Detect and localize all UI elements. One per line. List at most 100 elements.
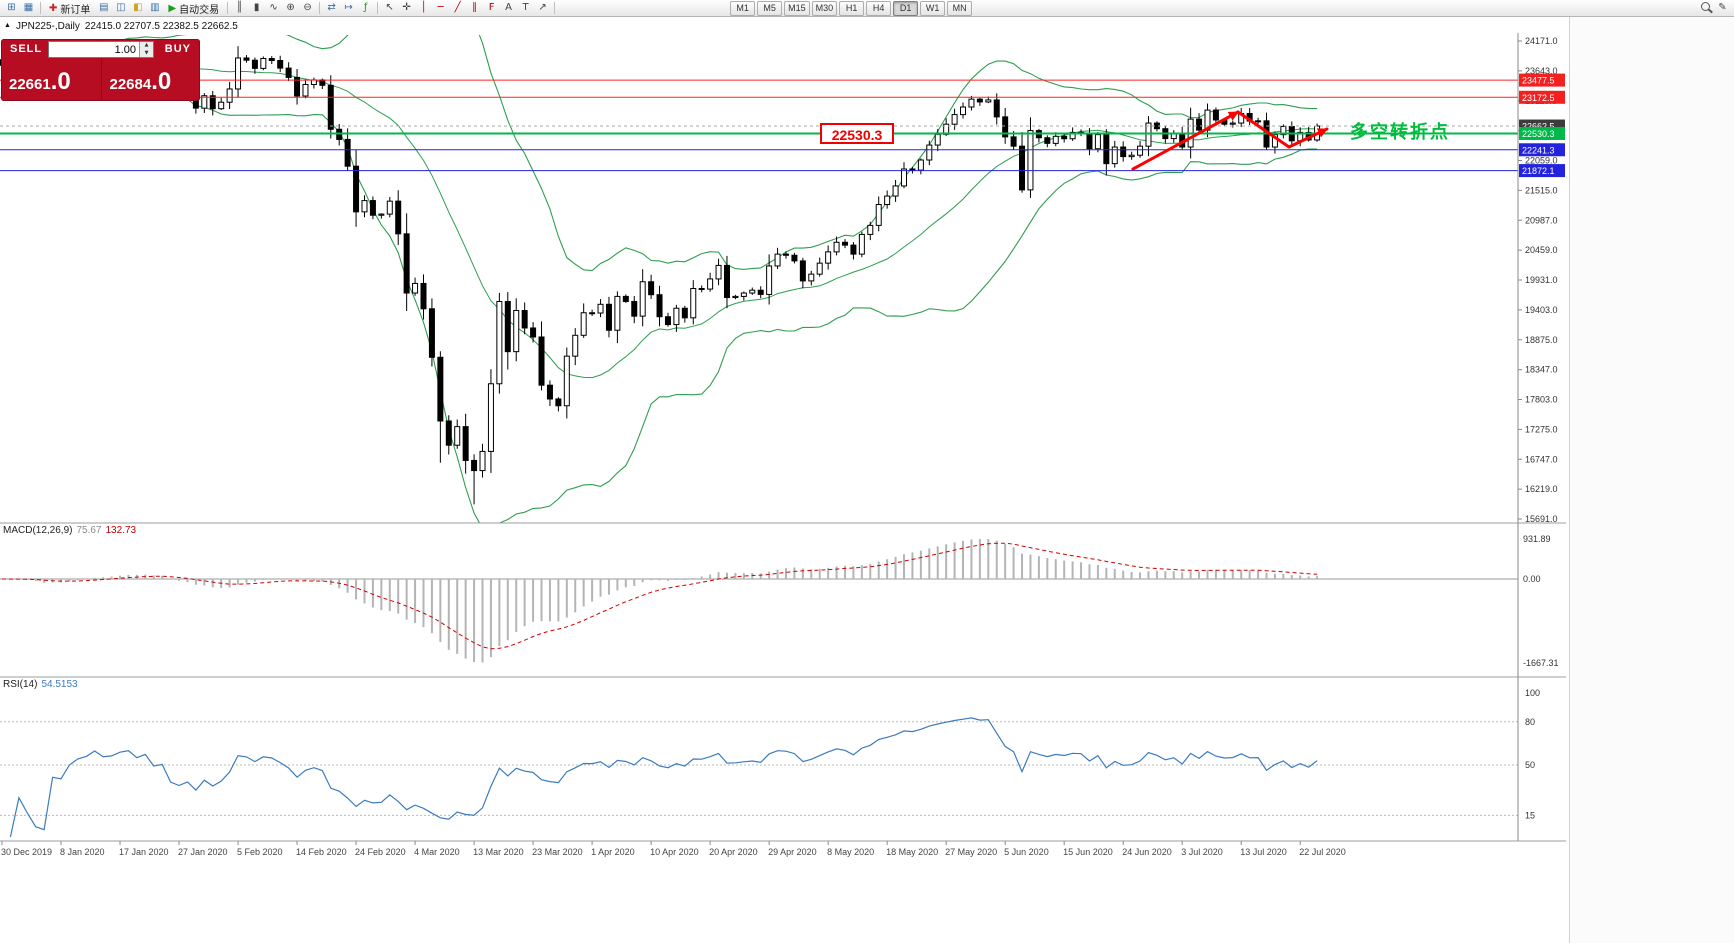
price-badge-22530.3: 22530.3 bbox=[1519, 126, 1565, 140]
fibonacci-icon[interactable]: F bbox=[488, 2, 495, 13]
edit-icon[interactable]: ✎ bbox=[1718, 2, 1727, 13]
zoom-in-icon[interactable]: ⊕ bbox=[286, 2, 295, 13]
svg-text:15 Jun 2020: 15 Jun 2020 bbox=[1063, 847, 1113, 857]
svg-text:13 Jul 2020: 13 Jul 2020 bbox=[1240, 847, 1287, 857]
autotrading-button-icon: ▶ bbox=[168, 2, 177, 14]
volume-down-button[interactable]: ▼ bbox=[144, 49, 149, 56]
macd-name: MACD(12,26,9) bbox=[3, 525, 73, 536]
svg-text:3 Jul 2020: 3 Jul 2020 bbox=[1181, 847, 1223, 857]
svg-text:22241.3: 22241.3 bbox=[1522, 145, 1555, 155]
rsi-axis-label: 80 bbox=[1525, 717, 1535, 727]
rsi-panel bbox=[0, 717, 1518, 838]
toolbar-separator bbox=[554, 2, 556, 14]
svg-text:22 Jul 2020: 22 Jul 2020 bbox=[1299, 847, 1346, 857]
new-order-button-icon: ✚ bbox=[49, 2, 58, 14]
volume-input[interactable] bbox=[49, 42, 139, 57]
timeframe-group: M1 M5 M15 M30 H1 H4 D1 W1 MN bbox=[728, 0, 973, 16]
rsi-axis-label: 100 bbox=[1525, 688, 1540, 698]
timeframe-button-m30[interactable]: M30 bbox=[811, 0, 838, 16]
svg-text:24 Jun 2020: 24 Jun 2020 bbox=[1122, 847, 1172, 857]
crosshair-icon[interactable]: ✛ bbox=[402, 2, 411, 13]
price-axis: 24171.023643.023115.022587.022059.021515… bbox=[1518, 36, 1558, 524]
trend-arrow-segment-2[interactable] bbox=[1287, 127, 1329, 149]
cursor-icon[interactable]: ↖ bbox=[385, 2, 394, 13]
new-order-button-label: 新订单 bbox=[60, 4, 91, 16]
line-chart-icon[interactable]: ∿ bbox=[269, 2, 278, 13]
svg-text:5 Feb 2020: 5 Feb 2020 bbox=[237, 847, 283, 857]
timeframe-button-m15[interactable]: M15 bbox=[784, 0, 810, 16]
svg-text:23477.5: 23477.5 bbox=[1522, 76, 1555, 86]
data-window-icon[interactable]: ◫ bbox=[116, 2, 126, 13]
trend-arrow-segment-1[interactable] bbox=[1236, 110, 1291, 149]
symbol-marker-icon: ▲ bbox=[4, 22, 11, 29]
timeframe-button-m5[interactable]: M5 bbox=[757, 0, 783, 16]
label-icon[interactable]: T bbox=[522, 2, 529, 13]
chart-profiles-icon[interactable]: ▦ bbox=[23, 2, 34, 13]
toolbar-separator bbox=[319, 2, 321, 14]
timeframe-button-mn[interactable]: MN bbox=[947, 0, 973, 16]
timeframe-button-h1[interactable]: H1 bbox=[839, 0, 865, 16]
timeframe-button-m1[interactable]: M1 bbox=[730, 0, 756, 16]
svg-text:1 Apr 2020: 1 Apr 2020 bbox=[591, 847, 635, 857]
macd-axis-label: -1667.31 bbox=[1523, 658, 1559, 668]
svg-text:21872.1: 21872.1 bbox=[1522, 166, 1555, 176]
svg-text:20 Apr 2020: 20 Apr 2020 bbox=[709, 847, 758, 857]
arrows-icon[interactable]: ↗ bbox=[538, 2, 547, 13]
terminal-icon[interactable]: ▥ bbox=[150, 2, 160, 13]
trend-arrow-segment-0[interactable] bbox=[1131, 110, 1240, 171]
toolbar-separator bbox=[227, 2, 229, 14]
timeframe-button-w1[interactable]: W1 bbox=[920, 0, 946, 16]
time-axis[interactable]: 30 Dec 2019 8 Jan 2020 17 Jan 2020 27 Jan 2… bbox=[1, 841, 1346, 857]
text-icon[interactable]: A bbox=[505, 2, 513, 13]
vertical-line-icon[interactable]: │ bbox=[420, 2, 427, 13]
svg-text:8 May 2020: 8 May 2020 bbox=[827, 847, 874, 857]
trendline-icon[interactable]: ╱ bbox=[454, 2, 461, 13]
sell-price: 22661.0 bbox=[9, 68, 71, 95]
macd-panel bbox=[0, 539, 1518, 663]
candles-layer bbox=[0, 42, 1321, 505]
svg-text:13 Mar 2020: 13 Mar 2020 bbox=[473, 847, 524, 857]
macd-value: 75.67 bbox=[76, 525, 102, 536]
zoom-out-icon[interactable]: ⊖ bbox=[303, 2, 312, 13]
svg-text:14 Feb 2020: 14 Feb 2020 bbox=[296, 847, 347, 857]
macd-signal-value: 132.73 bbox=[105, 525, 137, 536]
volume-up-button[interactable]: ▲ bbox=[144, 42, 149, 48]
svg-text:4 Mar 2020: 4 Mar 2020 bbox=[414, 847, 460, 857]
chart-svg[interactable]: 24171.023643.023115.022587.022059.021515… bbox=[0, 17, 1566, 877]
svg-text:8 Jan 2020: 8 Jan 2020 bbox=[60, 847, 105, 857]
one-click-trading-panel: SELL 22661.0 BUY 22684.0 ▲ ▼ bbox=[1, 39, 200, 101]
indicators-icon[interactable]: ƒ bbox=[363, 2, 368, 13]
macd-axis-label: 0.00 bbox=[1523, 574, 1541, 584]
buy-button[interactable]: BUY 22684.0 bbox=[101, 39, 201, 101]
rsi-label: RSI(14) 54.5153 bbox=[3, 679, 78, 690]
new-order-button[interactable]: ✚ 新订单 bbox=[44, 1, 95, 16]
sell-button[interactable]: SELL 22661.0 bbox=[1, 39, 102, 101]
market-watch-icon[interactable]: ▤ bbox=[99, 2, 109, 13]
channel-icon[interactable]: ∥ bbox=[472, 2, 478, 13]
bar-chart-icon[interactable]: ║ bbox=[236, 2, 243, 13]
buy-price: 22684.0 bbox=[109, 68, 172, 95]
volume-spinner: ▲ ▼ bbox=[139, 42, 153, 57]
horizontal-line-icon[interactable]: ─ bbox=[437, 2, 444, 13]
timeframe-button-d1[interactable]: D1 bbox=[893, 0, 919, 16]
auto-scroll-icon[interactable]: ⇄ bbox=[327, 2, 336, 13]
search-icon[interactable] bbox=[1697, 1, 1714, 15]
candlestick-chart-icon[interactable]: ▮ bbox=[253, 2, 260, 13]
sell-label: SELL bbox=[10, 43, 43, 55]
autotrading-button[interactable]: ▶ 自动交易 bbox=[163, 1, 224, 16]
navigator-icon[interactable]: ◧ bbox=[133, 2, 143, 13]
rsi-name: RSI(14) bbox=[3, 679, 38, 690]
svg-text:30 Dec 2019: 30 Dec 2019 bbox=[1, 847, 52, 857]
svg-text:21515.0: 21515.0 bbox=[1525, 185, 1558, 195]
new-chart-icon[interactable]: ⊞ bbox=[7, 2, 16, 13]
toolbar-separator bbox=[40, 2, 41, 14]
svg-text:22059.0: 22059.0 bbox=[1525, 156, 1558, 166]
svg-text:5 Jun 2020: 5 Jun 2020 bbox=[1004, 847, 1049, 857]
chart-shift-icon[interactable]: ↦ bbox=[344, 2, 353, 13]
svg-text:15691.0: 15691.0 bbox=[1525, 514, 1558, 524]
rsi-axis-label: 50 bbox=[1525, 760, 1535, 770]
price-flag-label[interactable]: 22530.3 bbox=[820, 123, 894, 144]
turning-point-note[interactable]: 多空转折点 bbox=[1350, 122, 1450, 142]
timeframe-button-h4[interactable]: H4 bbox=[866, 0, 892, 16]
